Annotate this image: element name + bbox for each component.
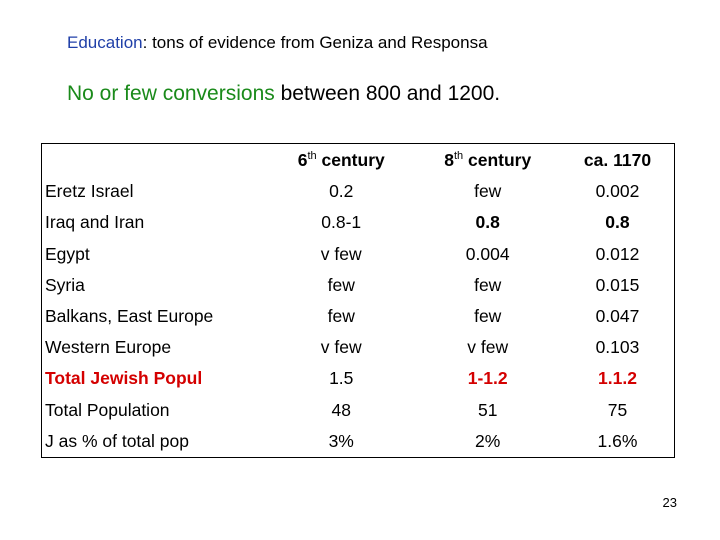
cell-value: 0.2 — [329, 181, 354, 202]
title-text: : tons of evidence from Geniza and Respo… — [142, 33, 488, 52]
table-row: Egypt v few 0.004 0.012 — [42, 239, 674, 270]
cell-value: 0.8 — [605, 212, 630, 233]
row-label: Balkans, East Europe — [45, 306, 214, 327]
subtitle-keyword: No or few conversions — [67, 82, 275, 105]
table-header-row: 6th century 8th century ca. 1170 — [42, 144, 674, 176]
row-label: J as % of total pop — [45, 430, 189, 451]
table-row: Eretz Israel 0.2 few 0.002 — [42, 176, 674, 207]
cell-value: 0.047 — [595, 306, 640, 327]
table-row: Western Europe v few v few 0.103 — [42, 332, 674, 363]
cell-value: 0.8 — [475, 212, 500, 233]
row-label: Syria — [45, 274, 85, 295]
page-number: 23 — [662, 495, 677, 510]
cell-value: 0.012 — [595, 243, 640, 264]
header-6th-century: 6th century — [268, 144, 414, 176]
header-number: 6 — [297, 149, 308, 170]
header-superscript: th — [307, 149, 317, 162]
row-label: Egypt — [45, 243, 90, 264]
table-row-total-jewish: Total Jewish Popul 1.5 1-1.2 1.1.2 — [42, 363, 674, 394]
cell-value: few — [327, 306, 355, 327]
cell-value: few — [474, 181, 502, 202]
cell-value: v few — [320, 337, 362, 358]
row-label: Total Jewish Popul — [45, 368, 203, 389]
cell-value: 1.1.2 — [598, 368, 637, 389]
title-keyword: Education — [67, 33, 143, 52]
cell-value: few — [474, 274, 502, 295]
cell-value: few — [474, 306, 502, 327]
cell-value: v few — [320, 243, 362, 264]
conversion-table: 6th century 8th century ca. 1170 Eretz I… — [41, 143, 675, 458]
cell-value: few — [327, 274, 355, 295]
row-label: Iraq and Iran — [45, 212, 145, 233]
cell-value: 48 — [331, 399, 351, 420]
header-superscript: th — [453, 149, 464, 162]
subtitle-text: between 800 and 1200. — [274, 82, 501, 105]
cell-value: 1.6% — [597, 430, 638, 451]
header-number: ca. 1170 — [583, 149, 652, 170]
row-label: Eretz Israel — [45, 181, 134, 202]
cell-value: 1.5 — [329, 368, 354, 389]
header-empty-cell — [42, 144, 268, 176]
cell-value: 0.004 — [465, 243, 510, 264]
header-ca-1170: ca. 1170 — [561, 144, 674, 176]
table-row: Iraq and Iran 0.8-1 0.8 0.8 — [42, 207, 674, 238]
cell-value: 51 — [477, 399, 498, 420]
table-row: Balkans, East Europe few few 0.047 — [42, 301, 674, 332]
table-row: Total Population 48 51 75 — [42, 395, 674, 426]
cell-value: 1-1.2 — [467, 368, 508, 389]
cell-value: 75 — [607, 399, 628, 420]
cell-value: 0.002 — [595, 181, 640, 202]
row-label: Western Europe — [45, 337, 172, 358]
table-row: J as % of total pop 3% 2% 1.6% — [42, 426, 674, 457]
data-table: 6th century 8th century ca. 1170 Eretz I… — [42, 144, 674, 457]
header-number: 8 — [444, 149, 454, 170]
cell-value: v few — [467, 337, 509, 358]
slide-subtitle: No or few conversions between 800 and 12… — [67, 82, 500, 106]
table-row: Syria few few 0.015 — [42, 270, 674, 301]
header-label: century — [463, 149, 532, 170]
cell-value: 0.015 — [595, 274, 640, 295]
cell-value: 0.103 — [595, 337, 640, 358]
cell-value: 3% — [328, 430, 354, 451]
cell-value: 0.8-1 — [321, 212, 362, 233]
slide-title: Education: tons of evidence from Geniza … — [67, 33, 488, 53]
cell-value: 2% — [475, 430, 501, 451]
header-label: century — [316, 149, 385, 170]
row-label: Total Population — [45, 399, 170, 420]
header-8th-century: 8th century — [414, 144, 560, 176]
